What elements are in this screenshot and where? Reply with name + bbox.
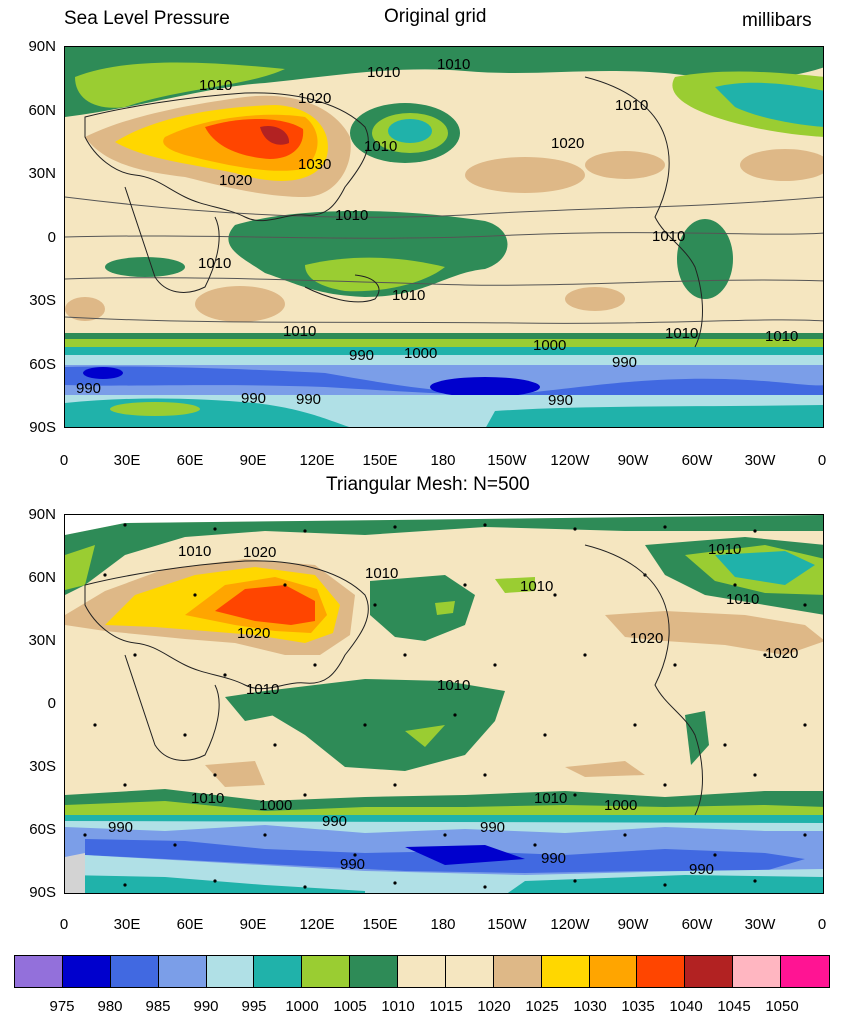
lat-tick-label: 90S <box>29 884 56 901</box>
colorbar-swatch <box>254 956 303 987</box>
lon-tick-label: 30E <box>113 916 141 933</box>
lon-tick-label: 120W <box>550 452 590 469</box>
map-panel-triangular-mesh <box>64 514 824 894</box>
lat-tick-label: 30N <box>28 165 56 182</box>
colorbar-label: 1020 <box>477 998 511 1015</box>
lon-tick-label: 120E <box>299 452 335 469</box>
lon-tick-label: 180 <box>430 452 456 469</box>
colorbar-swatch <box>589 956 638 987</box>
lon-tick-label: 150E <box>362 916 398 933</box>
colorbar-label: 1015 <box>429 998 463 1015</box>
lat-tick-label: 90N <box>28 38 56 55</box>
lat-tick-label: 90S <box>29 419 56 436</box>
colorbar-label: 985 <box>145 998 171 1015</box>
plot-title-right: millibars <box>742 10 812 31</box>
lon-tick-label: 0 <box>817 916 827 933</box>
lon-tick-label: 120E <box>299 916 335 933</box>
lon-tick-label: 90W <box>617 916 649 933</box>
colorbar-swatch <box>637 956 686 987</box>
lon-tick-label: 150W <box>487 916 527 933</box>
lon-tick-label: 150E <box>362 452 398 469</box>
lat-tick-label: 60S <box>29 356 56 373</box>
lat-tick-label: 30S <box>29 292 56 309</box>
colorbar-swatch <box>493 956 542 987</box>
lat-tick-label: 30N <box>28 632 56 649</box>
lon-tick-label: 90W <box>617 452 649 469</box>
lat-tick-label: 90N <box>28 506 56 523</box>
colorbar-swatch <box>733 956 781 987</box>
colorbar-label: 1010 <box>381 998 415 1015</box>
colorbar-swatch <box>398 956 446 987</box>
lon-tick-label: 0 <box>817 452 827 469</box>
plot-title-center-mesh: Triangular Mesh: N=500 <box>326 474 530 495</box>
colorbar-swatch <box>781 956 829 987</box>
colorbar-swatch <box>62 956 111 987</box>
colorbar-swatch <box>110 956 159 987</box>
lat-tick-label: 0 <box>47 229 56 246</box>
colorbar-label: 975 <box>49 998 75 1015</box>
lon-tick-label: 90E <box>239 916 267 933</box>
lon-tick-label: 30W <box>744 452 776 469</box>
colorbar-label: 995 <box>241 998 267 1015</box>
colorbar-label: 980 <box>97 998 123 1015</box>
lon-tick-label: 60E <box>176 916 204 933</box>
lat-tick-label: 60N <box>28 569 56 586</box>
lat-tick-label: 0 <box>47 695 56 712</box>
lon-tick-label: 180 <box>430 916 456 933</box>
colorbar-swatch <box>541 956 590 987</box>
lon-tick-label: 0 <box>59 452 69 469</box>
lon-tick-label: 30E <box>113 452 141 469</box>
lat-tick-label: 60S <box>29 821 56 838</box>
colorbar-swatch <box>445 956 494 987</box>
colorbar-swatch <box>206 956 255 987</box>
plot-title-center: Original grid <box>384 6 487 27</box>
colorbar-label: 1030 <box>573 998 607 1015</box>
colorbar-swatch <box>302 956 351 987</box>
contour-map-original <box>65 47 823 427</box>
colorbar-label: 1000 <box>285 998 319 1015</box>
colorbar-label: 1050 <box>765 998 799 1015</box>
lon-tick-label: 0 <box>59 916 69 933</box>
plot-title-left: Sea Level Pressure <box>64 8 230 29</box>
colorbar-swatch <box>350 956 398 987</box>
lat-tick-label: 30S <box>29 758 56 775</box>
colorbar-swatch <box>685 956 734 987</box>
colorbar-label: 1025 <box>525 998 559 1015</box>
contour-map-mesh <box>65 515 823 893</box>
colorbar-swatch <box>158 956 207 987</box>
colorbar-label: 1040 <box>669 998 703 1015</box>
colorbar-label: 1005 <box>333 998 367 1015</box>
colorbar-label: 1035 <box>621 998 655 1015</box>
colorbar <box>14 955 830 988</box>
lon-tick-label: 60W <box>681 916 713 933</box>
map-panel-original-grid <box>64 46 824 428</box>
lon-tick-label: 30W <box>744 916 776 933</box>
lon-tick-label: 60E <box>176 452 204 469</box>
lat-tick-label: 60N <box>28 102 56 119</box>
colorbar-swatch <box>15 956 63 987</box>
lon-tick-label: 90E <box>239 452 267 469</box>
lon-tick-label: 60W <box>681 452 713 469</box>
colorbar-label: 990 <box>193 998 219 1015</box>
colorbar-label: 1045 <box>717 998 751 1015</box>
lon-tick-label: 150W <box>487 452 527 469</box>
lon-tick-label: 120W <box>550 916 590 933</box>
